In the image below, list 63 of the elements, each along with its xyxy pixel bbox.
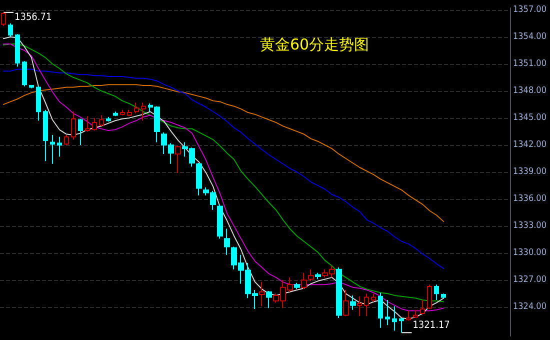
candlestick xyxy=(43,109,48,162)
y-tick-label: 1330.00 xyxy=(513,248,546,258)
y-tick-label: 1351.00 xyxy=(513,58,546,69)
line-series xyxy=(2,68,444,269)
candlestick xyxy=(22,60,27,87)
candlestick xyxy=(378,292,383,328)
y-tick-label: 1327.00 xyxy=(513,275,546,286)
candlestick xyxy=(301,272,307,290)
candlestick xyxy=(99,114,104,127)
y-tick-label: 1336.00 xyxy=(513,194,546,204)
text: 黄金60分走势图 xyxy=(260,36,370,54)
candlestick xyxy=(196,162,202,196)
candlestick xyxy=(127,109,132,117)
candlestick xyxy=(406,310,411,322)
candlestick xyxy=(92,117,97,132)
candlestick xyxy=(413,309,418,318)
candlestick xyxy=(385,299,390,326)
candlestick xyxy=(85,116,90,132)
line-series xyxy=(2,84,444,222)
annotation: 1356.71 xyxy=(14,12,52,23)
candlestick xyxy=(441,293,446,299)
candlestick xyxy=(294,282,300,290)
candlestick xyxy=(113,111,118,117)
y-tick-label: 1354.00 xyxy=(513,32,546,42)
candlestick xyxy=(266,290,272,309)
y-tick-label: 1339.00 xyxy=(513,167,546,177)
candlestick xyxy=(357,296,362,317)
candlestick xyxy=(392,306,397,332)
candlestick xyxy=(308,268,314,282)
candlestick xyxy=(29,84,34,89)
candlestick xyxy=(8,22,13,38)
candlestick xyxy=(217,204,223,240)
candlestick xyxy=(364,293,369,317)
y-tick-label: 1333.00 xyxy=(513,221,546,232)
candlestick xyxy=(434,284,439,300)
candlestick xyxy=(427,284,432,310)
candlestick xyxy=(78,118,83,146)
candlestick xyxy=(1,12,6,27)
candlestick xyxy=(259,281,265,307)
candlestick xyxy=(106,116,111,122)
annotation: 1321.17 xyxy=(412,320,450,332)
candlestick xyxy=(50,134,55,164)
candlestick xyxy=(336,267,342,318)
candlestick xyxy=(134,102,139,114)
candlestick xyxy=(343,290,349,317)
candlestick xyxy=(71,111,76,140)
candlestick xyxy=(57,136,62,158)
candlestick xyxy=(15,34,20,68)
candlestick xyxy=(64,134,69,146)
candlestick xyxy=(420,299,425,315)
candlestick xyxy=(350,294,356,310)
y-tick-label: 1357.00 xyxy=(513,4,546,15)
candlestick xyxy=(120,109,125,116)
candlestick xyxy=(371,293,376,302)
candlestick xyxy=(399,317,404,334)
y-tick-label: 1342.00 xyxy=(513,140,546,150)
candlestick xyxy=(36,86,41,122)
y-tick-label: 1324.00 xyxy=(513,302,546,312)
y-tick-label: 1345.00 xyxy=(513,112,546,123)
candlestick xyxy=(175,145,181,174)
y-tick-label: 1348.00 xyxy=(513,86,546,96)
candlestick xyxy=(141,102,146,122)
candlestick xyxy=(315,272,321,280)
